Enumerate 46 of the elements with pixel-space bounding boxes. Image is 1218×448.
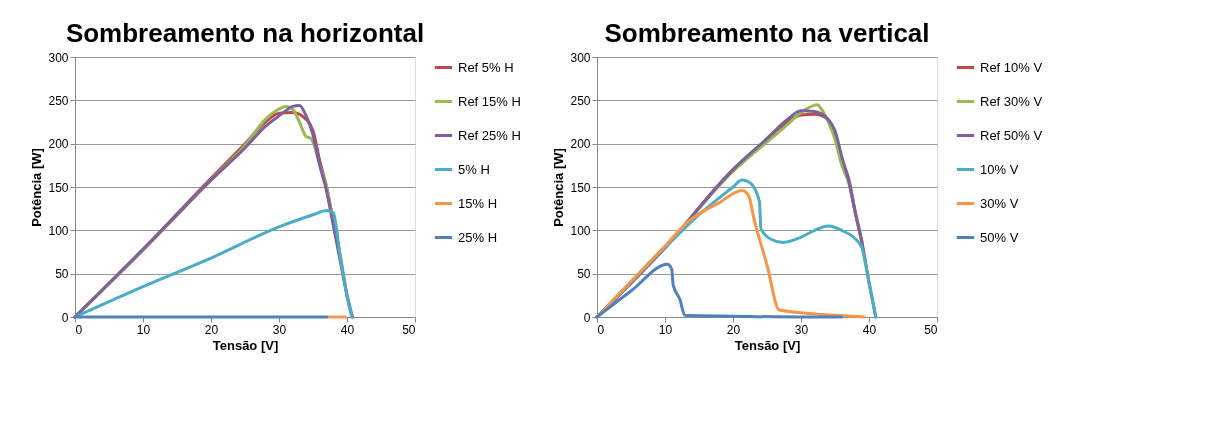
line-series (73, 208, 354, 319)
legend-label: Ref 30% V (980, 93, 1043, 109)
x-tick-label: 30 (272, 322, 287, 337)
x-tick-label: 0 (597, 322, 605, 337)
y-tick-label: 150 (48, 180, 69, 195)
x-tick-label: 50 (402, 322, 416, 337)
y-tick-label: 250 (570, 93, 591, 108)
y-tick-label: 200 (48, 137, 69, 152)
x-axis-title: Tensão [V] (212, 337, 279, 353)
y-tick-label: 150 (570, 180, 591, 195)
x-tick-label: 40 (340, 322, 355, 337)
y-tick-label: 300 (570, 50, 591, 65)
x-tick-label: 20 (204, 322, 219, 337)
legend-label: Ref 5% H (458, 59, 514, 75)
y-tick-label: 200 (570, 137, 591, 152)
x-tick-label: 0 (75, 322, 83, 337)
line-series (595, 262, 844, 319)
legend-label: 50% V (980, 229, 1019, 245)
legend-label: 30% V (980, 195, 1019, 211)
legend-label: 5% H (458, 161, 490, 177)
legend-label: Ref 15% H (458, 93, 521, 109)
y-tick-label: 300 (48, 50, 69, 65)
y-tick-label: 50 (55, 267, 69, 282)
x-tick-label: 30 (794, 322, 809, 337)
x-tick-label: 10 (658, 322, 673, 337)
chart-title: Sombreamento na vertical (604, 18, 930, 48)
legend-label: 15% H (458, 195, 498, 211)
legend-label: Ref 10% V (980, 59, 1043, 75)
x-tick-label: 50 (924, 322, 938, 337)
y-tick-label: 0 (61, 310, 69, 325)
legend-label: Ref 50% V (980, 127, 1043, 143)
legend-label: 10% V (980, 161, 1019, 177)
y-tick-label: 100 (48, 223, 69, 238)
y-tick-label: 0 (583, 310, 591, 325)
x-tick-label: 40 (862, 322, 877, 337)
chart-title: Sombreamento na horizontal (65, 18, 425, 48)
legend-label: Ref 25% H (458, 127, 521, 143)
legend-label: 25% H (458, 229, 498, 245)
y-axis-title: Potência [W] (551, 148, 567, 227)
y-axis-title: Potência [W] (29, 148, 45, 227)
y-tick-label: 250 (48, 93, 69, 108)
x-tick-label: 20 (726, 322, 741, 337)
x-axis-title: Tensão [V] (734, 337, 801, 353)
y-tick-label: 50 (577, 267, 591, 282)
y-tick-label: 100 (570, 223, 591, 238)
x-tick-label: 10 (136, 322, 151, 337)
